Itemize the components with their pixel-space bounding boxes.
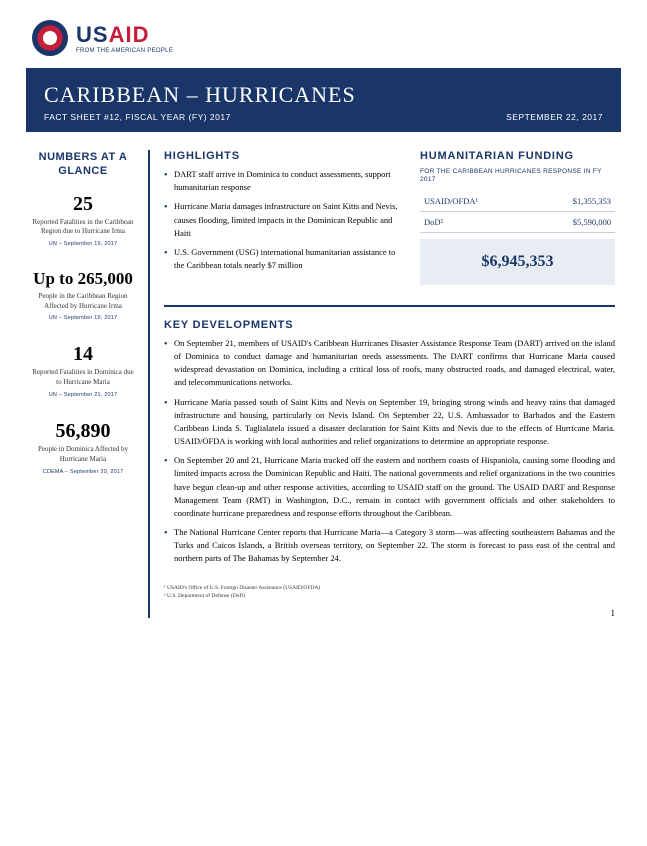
banner-subtitle-row: FACT SHEET #12, FISCAL YEAR (FY) 2017 SE… xyxy=(44,112,603,122)
funding-row: DoD² $5,590,000 xyxy=(420,212,615,233)
sidebar-numbers: NUMBERS AT A GLANCE 25 Reported Fataliti… xyxy=(32,150,150,618)
highlight-item: DART staff arrive in Dominica to conduct… xyxy=(164,168,402,194)
highlights-list: DART staff arrive in Dominica to conduct… xyxy=(164,168,402,272)
factsheet-date: SEPTEMBER 22, 2017 xyxy=(506,112,603,122)
funding-label: USAID/OFDA¹ xyxy=(424,196,478,206)
stat-block: Up to 265,000 People in the Caribbean Re… xyxy=(32,269,134,321)
funding-row: USAID/OFDA¹ $1,355,353 xyxy=(420,191,615,212)
stat-number: 56,890 xyxy=(32,420,134,442)
logo-wordmark: USAID xyxy=(76,22,173,48)
top-row: HIGHLIGHTS DART staff arrive in Dominica… xyxy=(164,150,615,285)
factsheet-label: FACT SHEET #12, FISCAL YEAR (FY) 2017 xyxy=(44,112,231,122)
funding-value: $5,590,000 xyxy=(573,217,611,227)
key-dev-item: Hurricane Maria passed south of Saint Ki… xyxy=(164,396,615,449)
funding-title: HUMANITARIAN FUNDING xyxy=(420,150,615,162)
stat-number: 25 xyxy=(32,193,134,215)
page-number: 1 xyxy=(164,608,615,618)
usaid-seal-icon xyxy=(32,20,68,56)
footnote: ² U.S. Department of Defense (DoD) xyxy=(164,592,615,600)
highlights-title: HIGHLIGHTS xyxy=(164,150,402,162)
logo-aid: AID xyxy=(109,22,150,47)
highlight-item: Hurricane Maria damages infrastructure o… xyxy=(164,200,402,240)
funding-box: HUMANITARIAN FUNDING FOR THE CARIBBEAN H… xyxy=(420,150,615,285)
sidebar-title: NUMBERS AT A GLANCE xyxy=(32,150,134,179)
stat-source: CDEMA – September 20, 2017 xyxy=(32,469,134,475)
stat-block: 14 Reported Fatalities in Dominica due t… xyxy=(32,343,134,398)
key-dev-item: On September 20 and 21, Hurricane Maria … xyxy=(164,454,615,520)
key-dev-item: The National Hurricane Center reports th… xyxy=(164,526,615,566)
funding-value: $1,355,353 xyxy=(573,196,611,206)
banner-title: CARIBBEAN – HURRICANES xyxy=(44,82,603,108)
funding-subtitle: FOR THE CARIBBEAN HURRICANES RESPONSE IN… xyxy=(420,168,615,185)
funding-total: $6,945,353 xyxy=(420,239,615,285)
footnotes: ¹ USAID's Office of U.S. Foreign Disaste… xyxy=(164,584,615,601)
stat-source: UN – September 19, 2017 xyxy=(32,241,134,247)
highlights-section: HIGHLIGHTS DART staff arrive in Dominica… xyxy=(164,150,402,285)
stat-block: 56,890 People in Dominica Affected by Hu… xyxy=(32,420,134,475)
stat-number: Up to 265,000 xyxy=(32,269,134,289)
key-dev-title: KEY DEVELOPMENTS xyxy=(164,319,615,331)
stat-desc: People in the Caribbean Region Affected … xyxy=(32,292,134,312)
stat-source: UN – September 21, 2017 xyxy=(32,392,134,398)
title-banner: CARIBBEAN – HURRICANES FACT SHEET #12, F… xyxy=(26,68,621,132)
stat-desc: People in Dominica Affected by Hurricane… xyxy=(32,445,134,465)
key-dev-item: On September 21, members of USAID's Cari… xyxy=(164,337,615,390)
key-developments-section: KEY DEVELOPMENTS On September 21, member… xyxy=(164,319,615,566)
logo-text: USAID FROM THE AMERICAN PEOPLE xyxy=(76,22,173,54)
key-dev-list: On September 21, members of USAID's Cari… xyxy=(164,337,615,566)
page: USAID FROM THE AMERICAN PEOPLE CARIBBEAN… xyxy=(0,0,647,658)
stat-desc: Reported Fatalities in Dominica due to H… xyxy=(32,368,134,388)
highlight-item: U.S. Government (USG) international huma… xyxy=(164,246,402,272)
stat-source: UN – September 19, 2017 xyxy=(32,315,134,321)
section-divider xyxy=(164,305,615,307)
logo-us: US xyxy=(76,22,109,47)
logo-tagline: FROM THE AMERICAN PEOPLE xyxy=(76,48,173,54)
stat-block: 25 Reported Fatalities in the Caribbean … xyxy=(32,193,134,248)
stat-desc: Reported Fatalities in the Caribbean Reg… xyxy=(32,218,134,238)
usaid-logo: USAID FROM THE AMERICAN PEOPLE xyxy=(32,20,615,56)
stat-number: 14 xyxy=(32,343,134,365)
footnote: ¹ USAID's Office of U.S. Foreign Disaste… xyxy=(164,584,615,592)
content: NUMBERS AT A GLANCE 25 Reported Fataliti… xyxy=(32,150,615,618)
main-column: HIGHLIGHTS DART staff arrive in Dominica… xyxy=(150,150,615,618)
funding-label: DoD² xyxy=(424,217,443,227)
